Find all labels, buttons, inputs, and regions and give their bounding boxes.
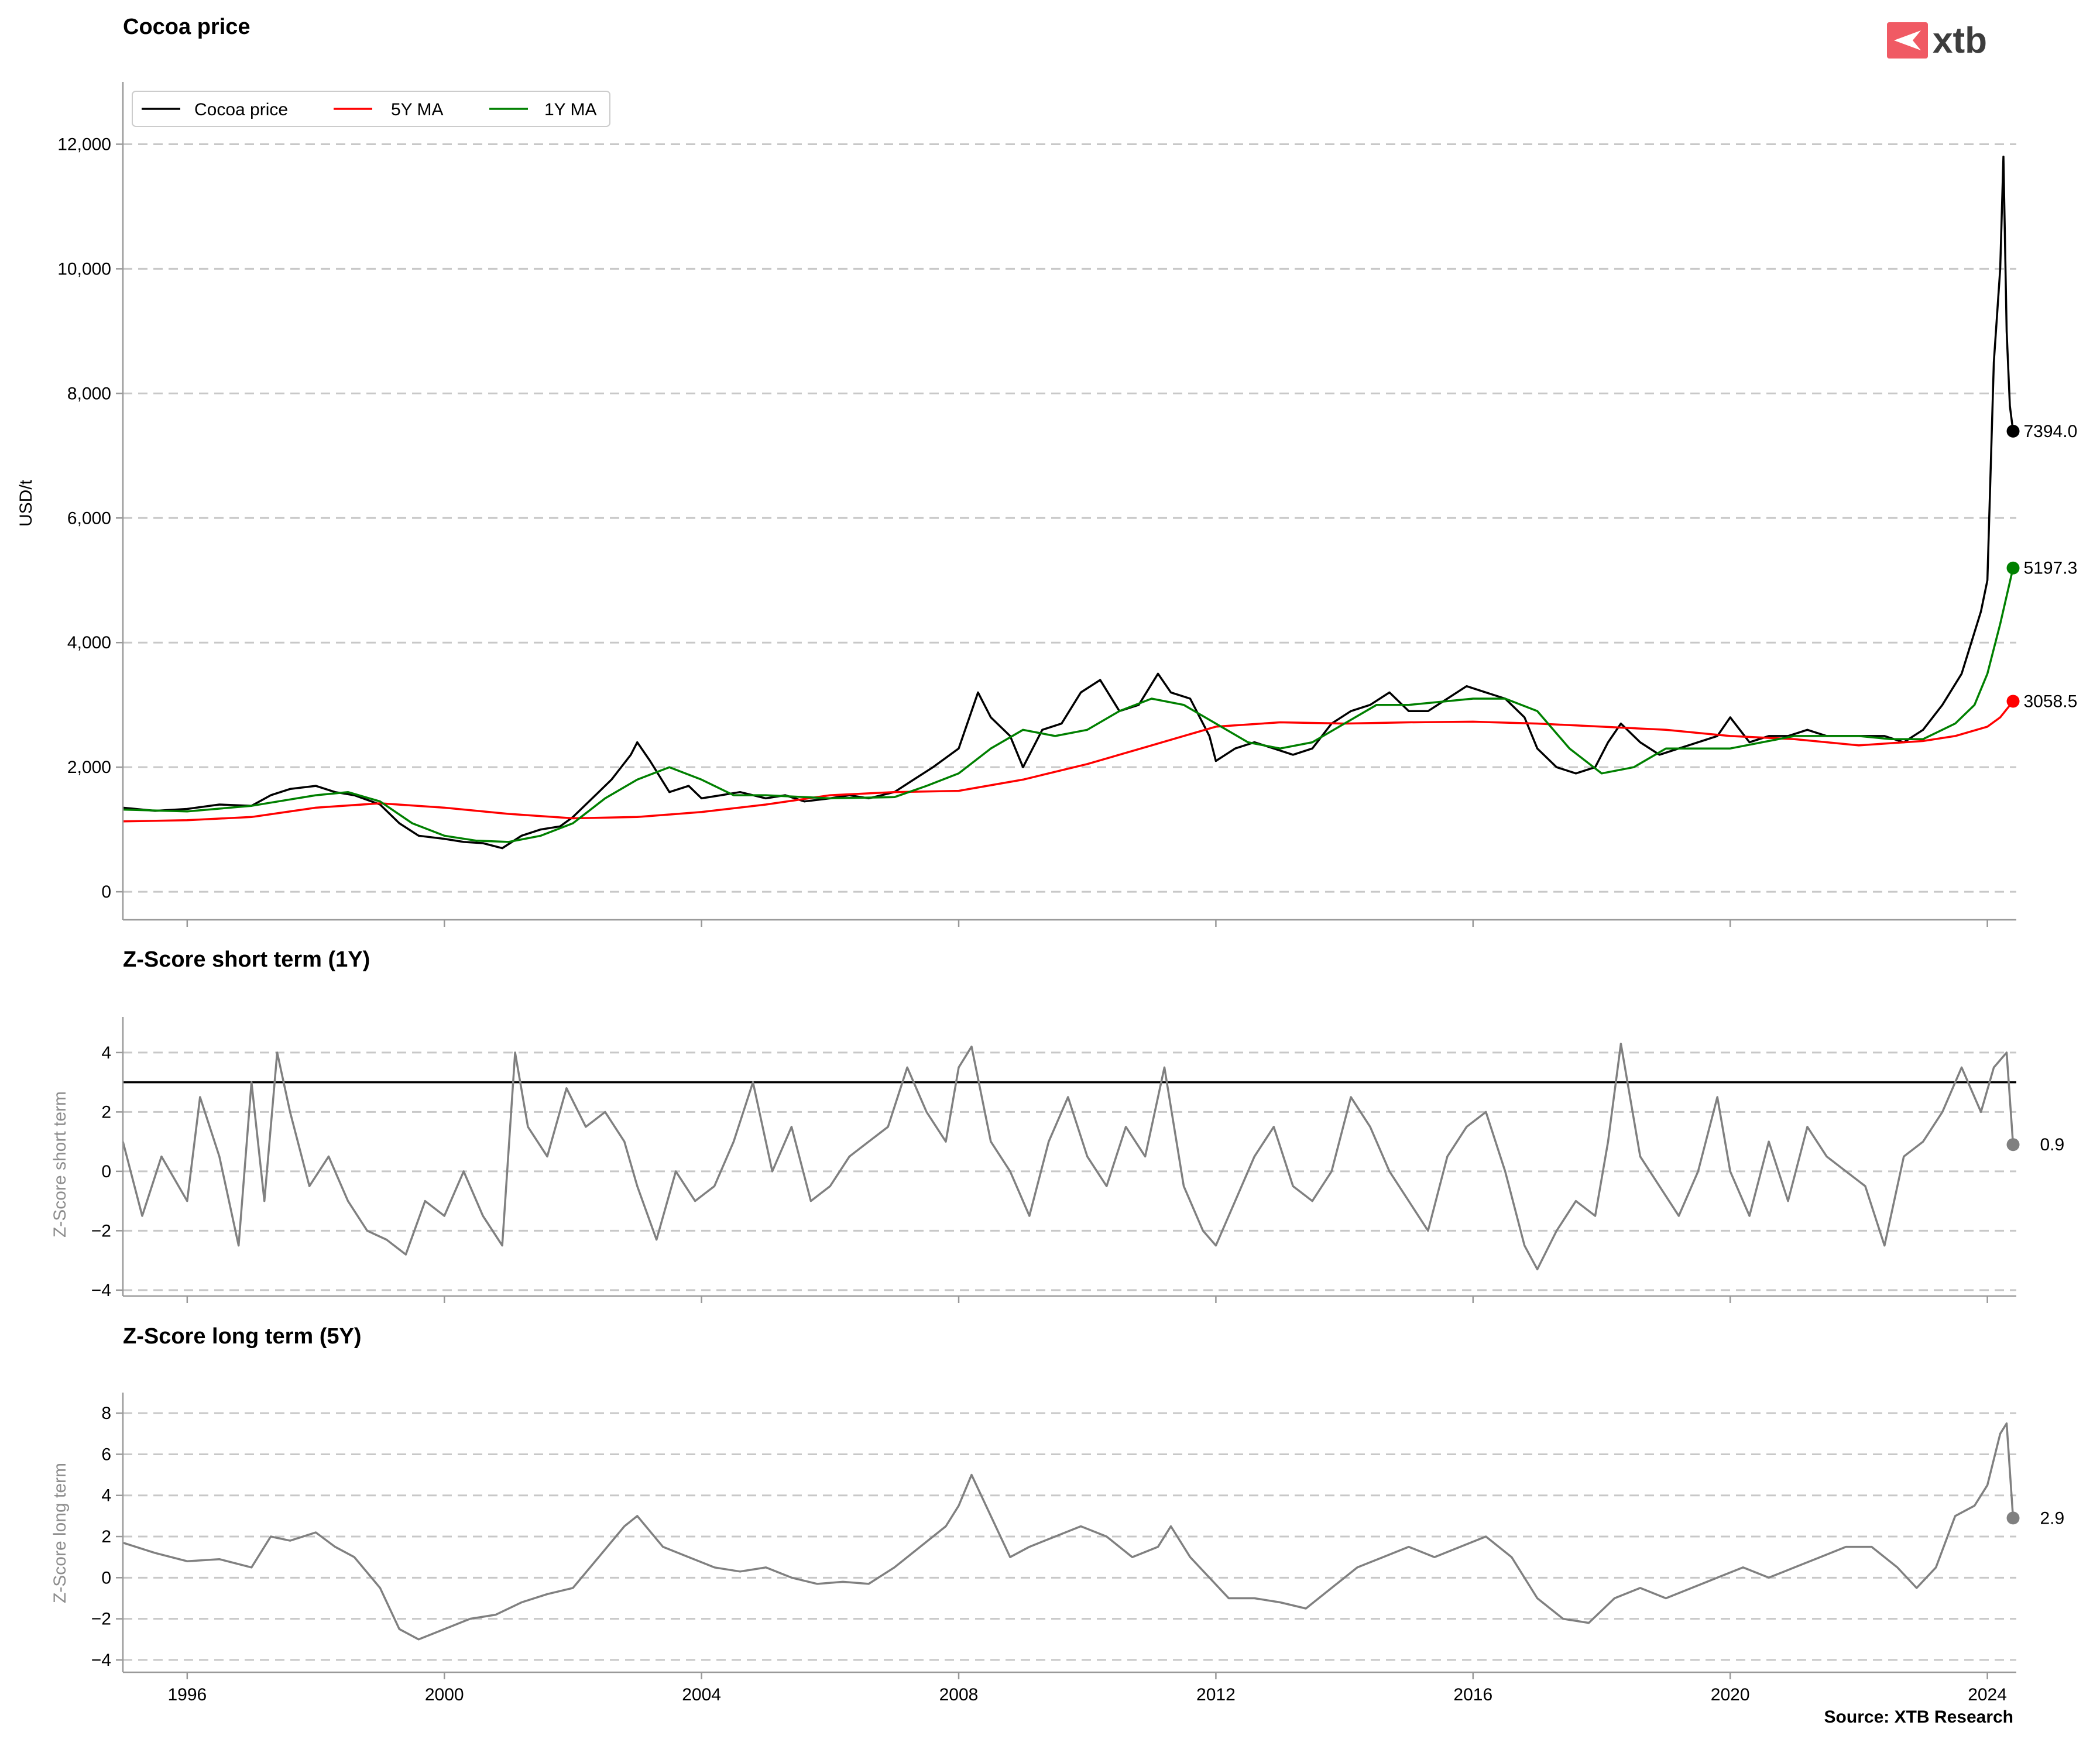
- xtb-logo-text: xtb: [1933, 20, 1987, 61]
- end-marker: [2006, 561, 2020, 575]
- y-tick-label: −4: [91, 1281, 111, 1300]
- legend-label-cocoa-price: Cocoa price: [194, 100, 288, 119]
- series-line-cocoa-price: [122, 156, 2015, 850]
- end-value-label: 5197.3: [2024, 559, 2078, 578]
- y-tick-label: 10,000: [57, 259, 111, 279]
- y-tick-label: 2: [101, 1527, 111, 1546]
- source-note: Source: XTB Research: [1824, 1707, 2013, 1727]
- y-tick-label: 8,000: [67, 384, 111, 403]
- legend-item-5y-ma: 5Y MA: [334, 100, 444, 119]
- x-tick-label: 2004: [682, 1685, 721, 1704]
- end-value-label: 3058.5: [2024, 692, 2078, 711]
- x-tick-label: 2000: [425, 1685, 464, 1704]
- legend-item-1y-ma: 1Y MA: [489, 100, 597, 119]
- series-line-zscore: [122, 1422, 2015, 1641]
- y-tick-label: 4: [101, 1486, 111, 1506]
- end-marker: [2006, 1138, 2020, 1152]
- zscore-long-series: [122, 1422, 2015, 1641]
- zscore-long-gridlines: [123, 1412, 2016, 1661]
- zscore-short-gridlines: [123, 1051, 2016, 1291]
- x-tick-label: 1996: [167, 1685, 207, 1704]
- x-tick-label: 2008: [939, 1685, 979, 1704]
- cocoa-price-y-ticks: 0 2,000 4,000 6,000 8,000 10,000 12,000: [57, 135, 123, 902]
- cocoa-price-series: [122, 156, 2015, 850]
- zscore-long-end-marker: 2.9: [2006, 1508, 2065, 1528]
- zscore-short-title: Z-Score short term (1Y): [123, 947, 370, 972]
- y-tick-label: 4,000: [67, 633, 111, 652]
- y-tick-label: 2,000: [67, 758, 111, 777]
- zscore-short-panel: Z-Score short term (1Y) Z-Score short te…: [50, 947, 2064, 1303]
- zscore-long-x-ticks: [186, 1672, 1988, 1679]
- xtb-logo: xtb: [1887, 20, 1987, 61]
- end-marker: [2006, 1511, 2020, 1525]
- y-tick-label: 2: [101, 1102, 111, 1122]
- y-tick-label: −2: [91, 1610, 111, 1629]
- end-marker: [2006, 424, 2020, 438]
- legend-item-cocoa-price: Cocoa price: [142, 100, 288, 119]
- end-marker: [2006, 695, 2020, 708]
- zscore-short-y-axis-title: Z-Score short term: [50, 1091, 70, 1238]
- y-tick-label: −4: [91, 1651, 111, 1670]
- y-tick-label: 6: [101, 1445, 111, 1464]
- y-tick-label: 0: [101, 882, 111, 902]
- y-tick-label: 0: [101, 1162, 111, 1181]
- series-line-1y-ma: [122, 568, 2015, 843]
- end-value-label: 7394.0: [2024, 422, 2078, 441]
- zscore-short-series: [122, 1042, 2015, 1271]
- zscore-long-panel: Z-Score long term (5Y) Z-Score long term…: [50, 1324, 2064, 1704]
- x-tick-label: 2012: [1196, 1685, 1236, 1704]
- cocoa-price-legend: Cocoa price 5Y MA 1Y MA: [132, 91, 610, 127]
- cocoa-price-title: Cocoa price: [123, 15, 251, 39]
- y-tick-label: 0: [101, 1568, 111, 1587]
- zscore-long-y-axis-title: Z-Score long term: [50, 1463, 70, 1603]
- xtb-logo-arrow-icon: [1894, 30, 1921, 50]
- x-tick-label: 2024: [1968, 1685, 2007, 1704]
- y-tick-label: 8: [101, 1404, 111, 1423]
- y-tick-label: 12,000: [57, 135, 111, 154]
- zscore-long-title: Z-Score long term (5Y): [123, 1324, 362, 1349]
- legend-label-5y-ma: 5Y MA: [391, 100, 444, 119]
- zscore-long-y-ticks: −4 −2 0 2 4 6 8: [91, 1404, 123, 1670]
- cocoa-price-x-ticks: [186, 920, 1988, 927]
- series-line-5y-ma: [122, 700, 2014, 823]
- cocoa-price-panel: Cocoa price USD/t 0 2,000 4,000 6,000 8,000 1…: [16, 15, 2077, 927]
- y-tick-label: −2: [91, 1221, 111, 1240]
- end-value-label: 0.9: [2040, 1135, 2065, 1154]
- shared-x-axis-labels: 1996 2000 2004 2008 2012 2016 2020 2024: [167, 1685, 2006, 1704]
- end-value-label: 2.9: [2040, 1508, 2065, 1528]
- cocoa-price-gridlines: [123, 143, 2016, 893]
- cocoa-price-end-markers: 7394.0 3058.5 5197.3: [2006, 422, 2078, 711]
- x-tick-label: 2020: [1711, 1685, 1750, 1704]
- zscore-short-x-ticks: [186, 1296, 1988, 1303]
- zscore-short-y-ticks: −4 −2 0 2 4: [91, 1043, 123, 1300]
- y-tick-label: 4: [101, 1043, 111, 1063]
- y-tick-label: 6,000: [67, 508, 111, 528]
- cocoa-price-y-axis-title: USD/t: [16, 479, 36, 527]
- legend-label-1y-ma: 1Y MA: [544, 100, 597, 119]
- zscore-short-end-marker: 0.9: [2006, 1135, 2065, 1154]
- x-tick-label: 2016: [1453, 1685, 1492, 1704]
- series-line-zscore: [122, 1042, 2015, 1271]
